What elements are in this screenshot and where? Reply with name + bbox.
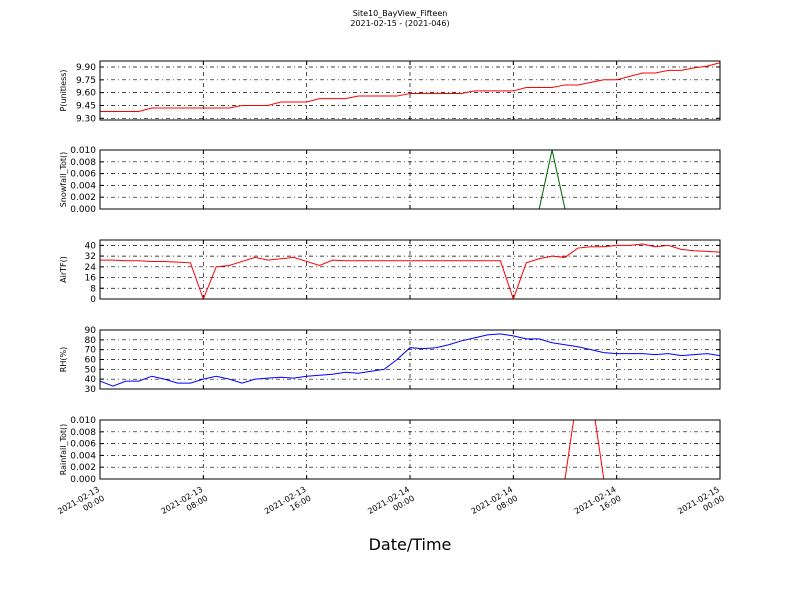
y-tick-label: 50 bbox=[85, 365, 97, 375]
y-axis-label: AirTF() bbox=[59, 256, 68, 283]
y-tick-label: 0.004 bbox=[70, 451, 96, 461]
data-line bbox=[100, 62, 720, 112]
y-tick-label: 0.000 bbox=[70, 205, 96, 215]
x-tick-label: 2021-02-1400:00 bbox=[366, 485, 416, 525]
y-tick-label: 24 bbox=[85, 263, 97, 273]
chart-subtitle: 2021-02-15 - (2021-046) bbox=[350, 19, 449, 28]
y-tick-label: 70 bbox=[85, 346, 97, 356]
y-tick-label: 9.90 bbox=[76, 63, 96, 73]
y-tick-label: 9.30 bbox=[76, 114, 96, 124]
x-tick-label: 2021-02-1416:00 bbox=[573, 485, 623, 525]
x-axis-label: Date/Time bbox=[369, 535, 452, 554]
y-tick-label: 40 bbox=[85, 241, 97, 251]
y-axis-label: Snowfall_Tot() bbox=[59, 152, 68, 208]
y-tick-label: 16 bbox=[85, 274, 97, 284]
y-tick-label: 0 bbox=[90, 295, 96, 305]
panel-frame bbox=[99, 149, 721, 210]
y-axis-label: Rainfall_Tot() bbox=[59, 424, 68, 476]
y-tick-label: 80 bbox=[85, 336, 97, 346]
panel-frame bbox=[99, 239, 721, 300]
y-tick-label: 0.008 bbox=[70, 158, 96, 168]
y-tick-label: 0.004 bbox=[70, 181, 96, 191]
y-tick-label: 90 bbox=[85, 326, 97, 336]
y-tick-label: 9.75 bbox=[76, 76, 96, 86]
x-tick-label: 2021-02-1300:00 bbox=[56, 485, 106, 525]
x-tick-label: 2021-02-1408:00 bbox=[470, 485, 520, 525]
y-tick-label: 0.006 bbox=[70, 440, 96, 450]
y-tick-label: 9.45 bbox=[76, 101, 96, 111]
x-tick-label: 2021-02-1316:00 bbox=[263, 485, 313, 525]
chart-title: Site10_BayView_Fifteen bbox=[353, 9, 448, 18]
y-tick-label: 32 bbox=[85, 252, 96, 262]
y-tick-label: 0.010 bbox=[70, 146, 96, 156]
y-tick-label: 0.006 bbox=[70, 170, 96, 180]
data-line bbox=[100, 243, 720, 299]
y-tick-label: 0.002 bbox=[70, 193, 96, 203]
y-tick-label: 0.002 bbox=[70, 463, 96, 473]
y-tick-label: 9.60 bbox=[76, 89, 96, 99]
y-tick-label: 40 bbox=[85, 375, 97, 385]
y-axis-label: P(unitless) bbox=[59, 69, 68, 111]
panel-frame bbox=[99, 329, 721, 390]
y-tick-label: 0.008 bbox=[70, 428, 96, 438]
panel-frame bbox=[99, 60, 721, 121]
y-axis-label: RH(%) bbox=[59, 347, 68, 372]
y-tick-label: 30 bbox=[85, 385, 97, 395]
y-tick-label: 0.000 bbox=[70, 475, 96, 485]
x-tick-label: 2021-02-1500:00 bbox=[676, 485, 726, 525]
y-tick-label: 8 bbox=[90, 284, 96, 294]
y-tick-label: 0.010 bbox=[70, 416, 96, 426]
data-line bbox=[100, 333, 720, 387]
panel-frame bbox=[99, 419, 721, 480]
y-tick-label: 60 bbox=[85, 356, 97, 366]
x-tick-label: 2021-02-1308:00 bbox=[160, 485, 210, 525]
